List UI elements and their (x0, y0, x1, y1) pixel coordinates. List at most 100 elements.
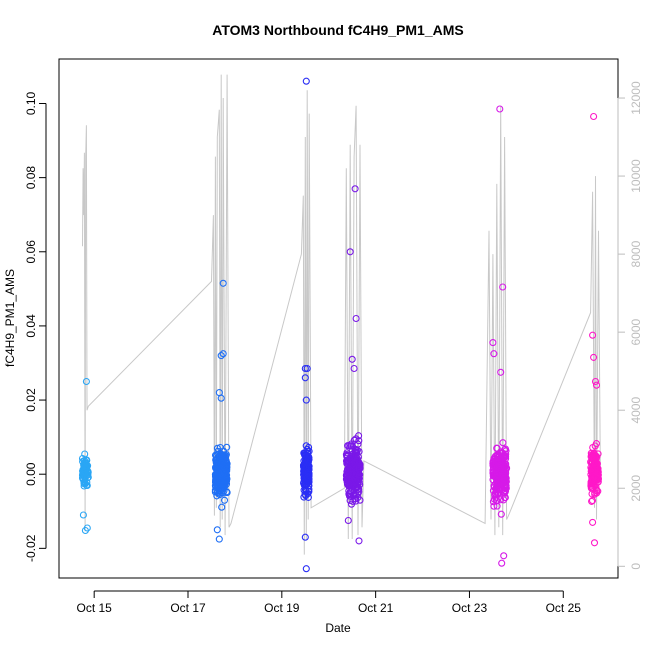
data-point (81, 450, 89, 458)
data-point (352, 484, 360, 492)
data-point (348, 355, 356, 363)
x-tick-label: Oct 21 (358, 601, 394, 615)
series-oct25 (587, 112, 602, 547)
data-point (500, 552, 508, 560)
data-point (498, 559, 506, 567)
data-point (80, 461, 88, 469)
data-point (219, 350, 227, 358)
data-point (213, 481, 221, 489)
data-point (492, 493, 500, 501)
data-point (79, 511, 87, 519)
data-point (221, 482, 229, 490)
data-point (345, 476, 353, 484)
y-tick-label: 0.02 (24, 388, 38, 412)
data-point (344, 442, 352, 450)
data-point (495, 463, 503, 471)
data-point (211, 482, 220, 490)
y-tick-label: 0.06 (24, 240, 38, 264)
data-point (502, 478, 510, 486)
y2-tick-label: 12000 (629, 81, 643, 115)
data-point (590, 112, 598, 121)
data-point (494, 454, 502, 462)
y-tick-label: -0.02 (24, 534, 38, 562)
series-oct17 (211, 279, 231, 543)
data-point (350, 364, 358, 373)
y-tick-label: 0.04 (24, 314, 38, 338)
data-point (349, 497, 357, 505)
data-point (217, 394, 225, 402)
data-point (302, 77, 310, 85)
data-point (343, 449, 351, 457)
data-point (355, 432, 363, 440)
data-point (304, 455, 312, 463)
x-axis: Oct 15 Oct 17 Oct 19 Oct 21 Oct 23 Oct 25 (77, 590, 582, 615)
data-point (497, 368, 505, 376)
x-tick-label: Oct 15 (77, 601, 113, 615)
y-axis-label: fC4H9_PM1_AMS (3, 269, 17, 367)
data-point (222, 452, 230, 460)
data-point (81, 462, 89, 470)
data-point (589, 467, 597, 475)
data-point (302, 487, 310, 495)
data-point (352, 314, 360, 323)
data-point (302, 396, 310, 404)
data-point (589, 484, 597, 492)
data-point (213, 526, 221, 534)
data-point (80, 467, 88, 475)
data-point (84, 471, 92, 479)
data-point (490, 350, 498, 358)
data-point (588, 497, 596, 505)
data-point (493, 470, 501, 478)
data-point (354, 485, 362, 493)
y-tick-label: 0.08 (24, 166, 38, 190)
data-point (355, 537, 363, 545)
data-point (301, 374, 309, 382)
secondary-y-axis: 0 2000 4000 6000 8000 10000 12000 (617, 81, 643, 570)
data-point (496, 105, 504, 113)
data-point (300, 493, 308, 501)
data-point (354, 476, 363, 484)
y-tick-label: 0.00 (24, 462, 38, 486)
x-tick-label: Oct 25 (546, 601, 582, 615)
data-point (300, 463, 308, 471)
y2-tick-label: 8000 (629, 240, 643, 267)
data-point (356, 496, 364, 504)
data-point (212, 470, 220, 479)
series-oct23 (489, 105, 511, 567)
y-tick-label: 0.10 (24, 91, 38, 115)
data-point (344, 516, 352, 525)
data-point (220, 467, 229, 476)
data-point (305, 482, 313, 490)
data-point (589, 455, 597, 464)
data-point (83, 524, 91, 532)
series-oct19 (299, 77, 313, 573)
data-point (592, 459, 601, 467)
x-tick-label: Oct 23 (452, 601, 488, 615)
data-point (223, 465, 231, 473)
y2-tick-label: 2000 (629, 475, 643, 502)
y-axis: -0.02 0.00 0.02 0.04 0.06 0.08 0.10 (24, 91, 47, 562)
x-tick-label: Oct 17 (170, 601, 206, 615)
data-point (303, 474, 311, 482)
data-point (345, 480, 353, 488)
data-point (499, 439, 507, 447)
data-point (490, 502, 498, 510)
data-point (346, 248, 354, 256)
data-point (301, 533, 309, 541)
data-point (217, 352, 225, 360)
data-point (592, 381, 601, 389)
chart-title: ATOM3 Northbound fC4H9_PM1_AMS (212, 22, 464, 38)
data-point (351, 491, 359, 499)
data-point (588, 496, 597, 505)
secondary-series (82, 74, 601, 555)
data-point (352, 470, 360, 478)
data-point (82, 377, 90, 386)
data-point (347, 440, 356, 448)
secondary-line (82, 74, 601, 555)
series-oct15 (78, 377, 92, 535)
data-point (497, 448, 505, 456)
data-point (215, 535, 223, 543)
data-point (220, 496, 229, 504)
